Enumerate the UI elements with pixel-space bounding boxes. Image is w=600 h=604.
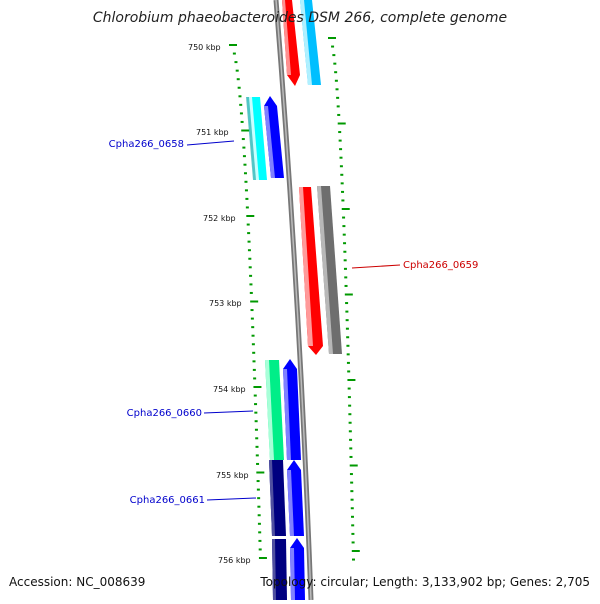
svg-text:Cpha266_0661: Cpha266_0661 — [130, 495, 205, 506]
svg-text:Cpha266_0658: Cpha266_0658 — [109, 139, 184, 150]
svg-text:Cpha266_0660: Cpha266_0660 — [127, 408, 202, 419]
feature-arrow-bottom[interactable] — [272, 539, 287, 600]
ruler-ticks — [229, 37, 360, 561]
feature-cpha266-0660[interactable] — [265, 360, 284, 460]
gene-arrow-bottom[interactable] — [290, 538, 305, 600]
feature-arrow-reverse-top[interactable] — [300, 0, 321, 85]
gene-cpha266-0658[interactable] — [264, 96, 284, 178]
genome-backbone-highlight — [275, 0, 312, 601]
gene-cpha266-0661[interactable] — [287, 460, 304, 536]
ruler-label-753: 753 kbp — [209, 299, 242, 308]
ruler-label-754: 754 kbp — [213, 385, 246, 394]
genome-title: Chlorobium phaeobacteroides DSM 266, com… — [92, 10, 508, 26]
gene-label-cpha266-0661[interactable]: Cpha266_0661 — [130, 495, 257, 506]
ruler-labels: 750 kbp 751 kbp 752 kbp 753 kbp 754 kbp … — [188, 43, 251, 565]
gene-label-cpha266-0658[interactable]: Cpha266_0658 — [109, 139, 235, 150]
ruler-label-750: 750 kbp — [188, 43, 221, 52]
accession-label: Accession: NC_008639 — [9, 575, 146, 589]
gene-label-cpha266-0660[interactable]: Cpha266_0660 — [127, 408, 254, 419]
gene-cpha266-0659[interactable] — [299, 187, 323, 355]
ruler-label-752: 752 kbp — [203, 214, 236, 223]
ruler-label-756: 756 kbp — [218, 556, 251, 565]
feature-cpha266-0658[interactable] — [246, 97, 267, 180]
feature-cpha266-0661[interactable] — [269, 460, 286, 536]
gene-arrow-reverse-top[interactable] — [282, 0, 300, 86]
ruler-label-751: 751 kbp — [196, 128, 229, 137]
svg-text:Cpha266_0659: Cpha266_0659 — [403, 260, 478, 271]
ruler-label-755: 755 kbp — [216, 471, 249, 480]
topology-summary: Topology: circular; Length: 3,133,902 bp… — [260, 575, 590, 589]
gene-cpha266-0660[interactable] — [283, 359, 301, 460]
gene-label-cpha266-0659[interactable]: Cpha266_0659 — [351, 260, 478, 271]
feature-cpha266-0659[interactable] — [317, 186, 342, 354]
